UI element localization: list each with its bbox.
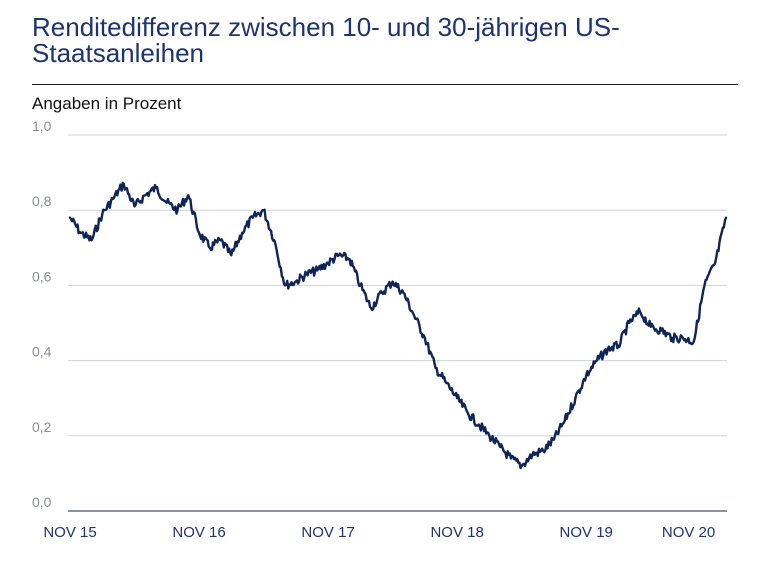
- x-tick-label: NOV 20: [662, 524, 715, 541]
- yield-spread-line: [68, 181, 728, 470]
- chart-title: Renditedifferenz zwischen 10- und 30-jäh…: [32, 12, 620, 68]
- y-tick-label: 0,8: [32, 193, 52, 209]
- y-tick-label: 0,4: [32, 344, 52, 360]
- x-tick-label: NOV 19: [560, 524, 613, 541]
- y-tick-label: 1,0: [32, 118, 52, 134]
- y-tick-label: 0,2: [32, 419, 52, 435]
- y-tick-label: 0,6: [32, 268, 52, 284]
- chart-subtitle: Angaben in Prozent: [32, 94, 182, 113]
- x-tick-label: NOV 16: [172, 524, 225, 541]
- x-tick-label: NOV 17: [301, 524, 354, 541]
- x-tick-label: NOV 15: [43, 524, 96, 541]
- y-tick-label: 0,0: [32, 494, 52, 510]
- title-divider: [32, 84, 738, 85]
- x-tick-label: NOV 18: [430, 524, 483, 541]
